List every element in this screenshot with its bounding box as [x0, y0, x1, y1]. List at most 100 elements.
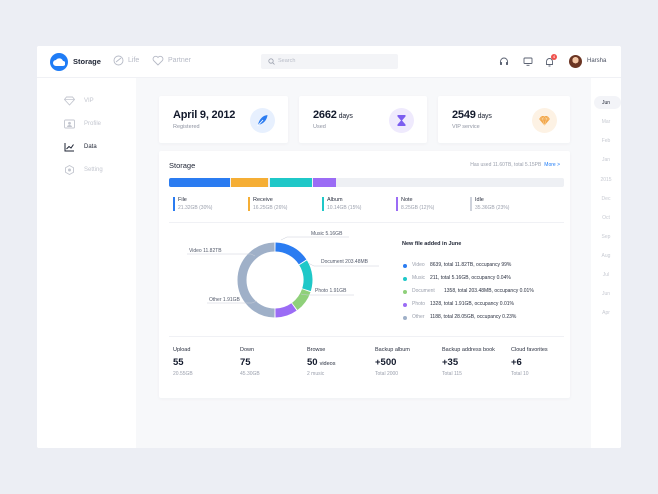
stat-browse: Browse 50 videos 2 music — [307, 347, 336, 377]
month-item[interactable]: Oct — [602, 215, 610, 221]
used-card: 2662 days Used — [299, 96, 427, 143]
divider — [169, 222, 564, 223]
diamond-icon — [532, 108, 557, 133]
donut-label-photo: Photo 1.91GB — [315, 288, 347, 294]
gear-icon — [65, 165, 74, 175]
sidebar-item-label: Data — [84, 144, 97, 150]
sidebar-item-profile[interactable]: Profile — [64, 119, 134, 131]
stat-upload: Upload 55 20.55GB — [173, 347, 193, 377]
sidebar-item-data[interactable]: Data — [64, 142, 134, 154]
storage-bar-receive — [231, 178, 269, 187]
month-item[interactable]: Jun — [601, 100, 611, 106]
legend-value: 16.25GB (26%) — [253, 205, 288, 211]
legend-name: Receive — [253, 197, 273, 203]
legend-marker — [396, 197, 398, 211]
new-files-title: New file added in June — [402, 241, 462, 247]
month-selected-pill — [594, 96, 621, 109]
more-link[interactable]: More > — [544, 162, 560, 168]
chart-icon — [64, 143, 74, 152]
donut-leaders — [187, 236, 379, 304]
nav-life[interactable]: Life — [128, 57, 140, 64]
donut-label-video: Video 11.82TB — [189, 248, 222, 254]
registered-label: Registered — [173, 124, 200, 130]
search-icon — [268, 58, 275, 65]
legend-value: 8.25GB (12)%) — [401, 205, 435, 211]
month-item[interactable]: Mar — [601, 119, 611, 125]
month-item[interactable]: Sep — [601, 234, 611, 240]
legend-value: 35.36GB (23%) — [475, 205, 510, 211]
vip-label: VIP service — [452, 124, 480, 130]
donut-chart — [237, 242, 313, 318]
storage-bar — [169, 178, 564, 187]
id-card-icon — [64, 119, 75, 129]
sidebar: VIP Profile Data Setting — [37, 78, 136, 448]
legend-value: 21.32GB (30%) — [178, 205, 213, 211]
vip-card: 2549 days VIP service — [438, 96, 570, 143]
sidebar-item-label: Setting — [84, 167, 103, 173]
donut-label-music: Music 5.16GB — [311, 231, 343, 237]
legend-marker — [470, 197, 472, 211]
user-name[interactable]: Harsha — [587, 58, 607, 64]
legend-value: 10.14GB (15%) — [327, 205, 362, 211]
headset-icon[interactable] — [499, 57, 509, 66]
stat-backup-album: Backup album +500 Total 2000 — [375, 347, 410, 377]
avatar[interactable] — [569, 55, 582, 68]
legend-name: Album — [327, 197, 343, 203]
monitor-icon[interactable] — [523, 57, 533, 66]
month-item[interactable]: Jan — [601, 157, 611, 163]
storage-bar-album — [269, 178, 312, 187]
nav-partner[interactable]: Partner — [168, 57, 191, 64]
feather-icon — [250, 108, 275, 133]
used-days-value: 2662 days — [313, 109, 353, 121]
storage-title: Storage — [169, 161, 196, 170]
month-item[interactable]: Apr — [602, 310, 610, 316]
app-title[interactable]: Storage — [73, 57, 101, 66]
donut-label-other: Other 1.91GB — [209, 297, 240, 303]
donut-label-document: Document 203.48MB — [321, 259, 368, 265]
top-bar: Storage Life Partner Search 4 Harsha — [37, 46, 621, 78]
storage-used-text: Has used 11.60TB, total 5.15PB More > — [470, 162, 560, 168]
legend-name: File — [178, 197, 187, 203]
donut-segment — [237, 242, 275, 318]
month-item[interactable]: Jun — [601, 291, 611, 297]
vip-days-value: 2549 days — [452, 109, 492, 121]
month-item[interactable]: Aug — [601, 253, 611, 259]
sidebar-item-setting[interactable]: Setting — [64, 165, 134, 177]
storage-bar-file — [169, 178, 230, 187]
divider — [169, 336, 564, 337]
month-item[interactable]: Jul — [602, 272, 610, 278]
hourglass-icon — [389, 108, 414, 133]
storage-bar-note — [313, 178, 337, 187]
stat-down: Down 75 45.30GB — [240, 347, 260, 377]
diamond-icon — [64, 96, 75, 106]
legend-name: Idle — [475, 197, 484, 203]
app-window: Storage Life Partner Search 4 Harsha VIP… — [37, 46, 621, 448]
sidebar-item-label: Profile — [84, 121, 102, 127]
cloud-logo-icon[interactable] — [50, 53, 68, 71]
stat-cloud-favorites: Cloud favorites +6 Total 10 — [511, 347, 548, 377]
sidebar-item-vip[interactable]: VIP — [64, 96, 134, 108]
legend-name: Note — [401, 197, 413, 203]
month-timeline: Jun Mar Feb Jan 2015 Dec Oct Sep Aug Jul… — [591, 78, 621, 448]
stat-backup-address-book: Backup address book +35 Total 115 — [442, 347, 495, 377]
registered-card: April 9, 2012 Registered — [159, 96, 288, 143]
life-icon[interactable] — [113, 55, 124, 66]
bell-icon[interactable] — [545, 57, 554, 67]
legend-marker — [248, 197, 250, 211]
main-content: April 9, 2012 Registered 2662 days Used 2… — [136, 78, 591, 448]
donut-segment — [275, 303, 297, 318]
donut-segment — [299, 260, 313, 292]
heart-icon[interactable] — [152, 55, 164, 66]
month-item[interactable]: Dec — [601, 196, 611, 202]
registered-date: April 9, 2012 — [173, 109, 236, 121]
sidebar-item-label: VIP — [84, 98, 94, 104]
search-box[interactable]: Search — [261, 54, 398, 69]
legend-marker — [173, 197, 175, 211]
search-input[interactable]: Search — [278, 58, 296, 64]
legend-marker — [322, 197, 324, 211]
month-item[interactable]: 2015 — [600, 177, 612, 183]
storage-card: Storage Has used 11.60TB, total 5.15PB Mo… — [159, 151, 570, 398]
month-item[interactable]: Feb — [601, 138, 611, 144]
notification-badge: 4 — [551, 54, 557, 60]
used-label: Used — [313, 124, 326, 130]
